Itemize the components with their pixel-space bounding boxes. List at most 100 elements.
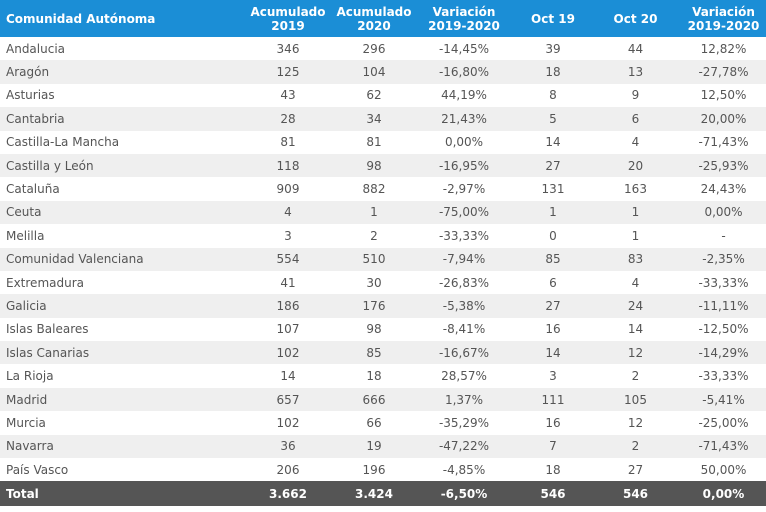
table-cell: 66 — [366, 415, 382, 430]
header-row: Comunidad Autónoma Acumulado 2019 Acumulad… — [0, 0, 766, 37]
table-cell: -8,41% — [442, 322, 486, 337]
table-cell: 5 — [510, 107, 590, 131]
region-name: Extremadura — [6, 275, 84, 290]
region-name: Castilla y León — [0, 153, 240, 178]
region-name: Aragón — [0, 60, 240, 84]
table-cell: -2,97% — [442, 182, 486, 197]
table-cell: 44 — [627, 41, 644, 56]
table-cell: 186 — [240, 294, 330, 318]
table-cell: 0 — [549, 228, 557, 243]
header-cell: Oct 19 — [510, 0, 590, 37]
table-cell: 81 — [280, 135, 296, 150]
table-cell: 27 — [510, 294, 590, 318]
table-cell: -14,29% — [675, 341, 766, 365]
region-name: Melilla — [6, 228, 45, 243]
region-name: Ceuta — [0, 200, 240, 225]
table-cell: 20,00% — [675, 107, 766, 131]
total-cell: 3.424 — [330, 481, 412, 507]
header-cell: Acumulado 2019 — [240, 0, 330, 37]
table-cell: 62 — [366, 88, 382, 103]
region-name: País Vasco — [6, 462, 69, 477]
region-name: La Rioja — [6, 369, 54, 384]
table-cell: -27,78% — [675, 60, 766, 84]
table-cell: 2 — [370, 228, 378, 243]
table-cell: 4 — [631, 275, 640, 290]
table-cell: 36 — [240, 434, 330, 459]
table-cell: 50,00% — [700, 462, 747, 477]
table-cell: 24 — [590, 294, 675, 318]
table-cell: -5,41% — [675, 387, 766, 412]
table-cell: -12,50% — [698, 322, 749, 337]
table-cell: 196 — [362, 462, 386, 477]
table-cell: 107 — [276, 322, 300, 337]
region-name: Andalucia — [6, 41, 66, 56]
table-cell: 105 — [590, 387, 675, 412]
table-cell: -4,85% — [442, 462, 486, 477]
total-cell: Total — [0, 481, 240, 507]
table-cell: 2 — [590, 434, 675, 459]
table-cell: 43 — [280, 88, 296, 103]
table-cell: 16 — [545, 415, 561, 430]
table-row: Ceuta 4 1 -75,00% 1 1 0,00% — [0, 200, 766, 225]
table-cell: 9 — [631, 88, 640, 103]
table-cell: 14 — [545, 135, 561, 150]
table-cell: 12 — [627, 415, 644, 430]
table-cell: 30 — [366, 275, 382, 290]
total-cell: 546 — [590, 481, 675, 507]
table-cell: 346 — [276, 41, 300, 56]
header-cell: Oct 20 — [590, 0, 675, 37]
region-name: Navarra — [0, 434, 240, 459]
table-cell: 18 — [545, 462, 561, 477]
table-cell: -33,33% — [438, 228, 490, 243]
table-cell: 8 — [549, 88, 557, 103]
region-name: Galicia — [0, 294, 240, 318]
table-row: Islas Baleares 107 98 -8,41% 16 14 -12,50% — [0, 318, 766, 341]
table-cell: -75,00% — [412, 200, 510, 225]
total-cell: -6,50% — [412, 481, 510, 507]
table-cell: 163 — [624, 182, 647, 197]
table-cell: 98 — [366, 322, 382, 337]
table-cell: 510 — [330, 247, 412, 271]
table-row: Navarra 36 19 -47,22% 7 2 -71,43% — [0, 434, 766, 459]
table-cell: -25,93% — [675, 153, 766, 178]
table-cell: -5,38% — [412, 294, 510, 318]
table-cell: 19 — [330, 434, 412, 459]
table-row: Castilla-La Mancha 81 81 0,00% 14 4 -71,43% — [0, 131, 766, 154]
table-cell: 81 — [366, 135, 382, 150]
table-cell: -16,95% — [412, 153, 510, 178]
table-cell: 1 — [510, 200, 590, 225]
table-cell: 102 — [240, 341, 330, 365]
table-cell: 12 — [590, 341, 675, 365]
table-row: La Rioja 14 18 28,57% 3 2 -33,33% — [0, 364, 766, 387]
table-cell: -47,22% — [412, 434, 510, 459]
table-cell: 34 — [330, 107, 412, 131]
header-cell: Comunidad Autónoma — [0, 0, 240, 37]
table-cell: -2,35% — [675, 247, 766, 271]
table-cell: 27 — [510, 153, 590, 178]
table-cell: 85 — [330, 341, 412, 365]
table-cell: -14,45% — [438, 41, 490, 56]
table-cell: -7,94% — [412, 247, 510, 271]
table-cell: 909 — [276, 182, 300, 197]
table-cell: 206 — [276, 462, 300, 477]
table-cell: 176 — [330, 294, 412, 318]
region-name: Asturias — [6, 88, 55, 103]
table-row: Castilla y León 118 98 -16,95% 27 20 -25,93% — [0, 153, 766, 178]
table-row: Madrid 657 666 1,37% 111 105 -5,41% — [0, 387, 766, 412]
table-cell: -33,33% — [698, 369, 749, 384]
table-cell: 1,37% — [412, 387, 510, 412]
table-cell: 12,50% — [700, 88, 747, 103]
table-row: Cantabria 28 34 21,43% 5 6 20,00% — [0, 107, 766, 131]
table-cell: 21,43% — [412, 107, 510, 131]
table-footer: Total 3.662 3.424 -6,50% 546 546 0,00% — [0, 481, 766, 507]
table-cell: -25,00% — [698, 415, 749, 430]
header-cell: Variación 2019-2020 — [675, 0, 766, 37]
table-row: Andalucia 346 296 -14,45% 39 44 12,82% — [0, 37, 766, 60]
region-name: Comunidad Valenciana — [0, 247, 240, 271]
table-cell: 98 — [330, 153, 412, 178]
table-cell: 85 — [510, 247, 590, 271]
table-cell: 1 — [330, 200, 412, 225]
table-cell: 28,57% — [441, 369, 487, 384]
table-cell: 4 — [631, 135, 640, 150]
